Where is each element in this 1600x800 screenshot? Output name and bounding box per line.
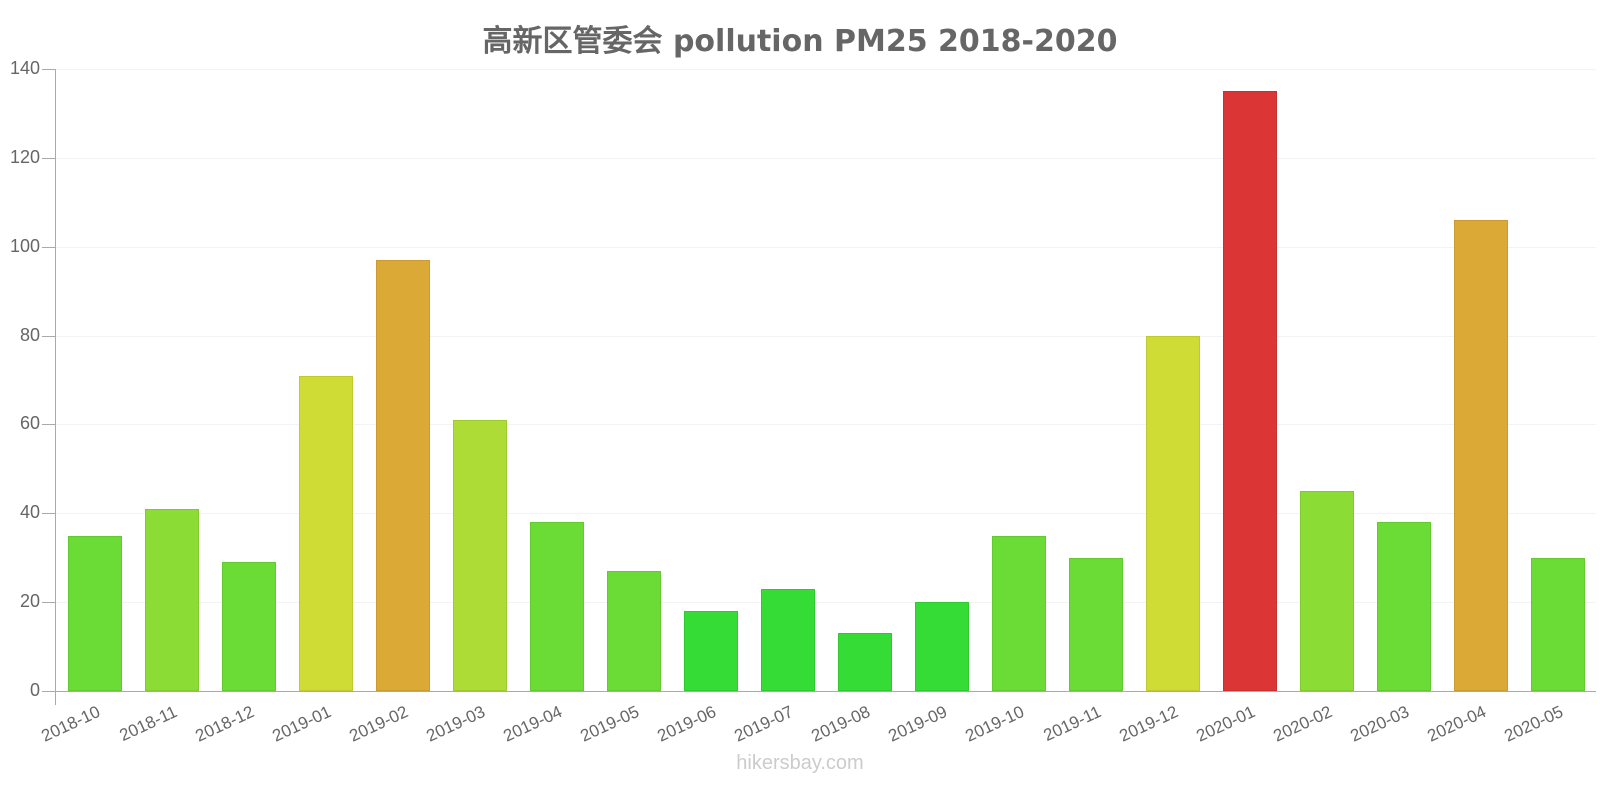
x-tick-label: 2018-11 [116,702,180,746]
x-tick-label: 2019-11 [1040,702,1104,746]
bar-2019-05[interactable] [606,571,661,691]
x-tick-label: 2019-09 [884,702,950,746]
gridline [56,69,1596,70]
y-tick-label: 0 [29,680,40,700]
bar-2019-01[interactable] [298,375,353,691]
y-tick-label: 80 [19,324,40,345]
bar-2018-10[interactable] [67,535,122,691]
x-tick-label: 2018-12 [191,702,257,746]
y-tick-label: 20 [19,591,40,612]
x-tick-label: 2019-06 [653,702,719,746]
y-tick-mark [42,513,55,515]
bar-2019-04[interactable] [529,522,584,691]
plot-area [56,69,1596,691]
bar-2019-06[interactable] [683,611,738,691]
bar-2019-12[interactable] [1145,335,1200,691]
y-tick-label: 120 [9,146,40,167]
x-axis-line [42,691,1596,692]
bar-2019-11[interactable] [1068,557,1123,691]
y-tick-mark [42,69,55,70]
y-tick-mark [42,246,55,248]
y-tick-mark [42,424,55,426]
x-tick-label: 2019-08 [807,702,873,746]
x-tick-label: 2019-01 [268,702,334,746]
gridline [56,602,1596,604]
gridline [56,424,1596,426]
gridline [56,157,1596,159]
x-tick-label: 2020-04 [1423,702,1489,746]
y-tick-label: 100 [9,235,40,256]
chart-title: 高新区管委会 pollution PM25 2018-2020 [482,24,1118,59]
x-tick-label: 2020-01 [1192,702,1258,746]
x-tick-label: 2018-10 [37,702,103,746]
y-tick-mark [42,157,55,159]
y-axis-line [55,69,56,705]
bar-2019-09[interactable] [914,602,969,691]
gridline [56,246,1596,248]
x-tick-label: 2020-03 [1346,702,1412,746]
bar-2018-11[interactable] [144,508,199,691]
x-tick-label: 2019-07 [730,702,796,746]
x-tick-label: 2019-10 [961,702,1027,746]
x-tick-label: 2019-04 [499,702,565,746]
x-tick-label: 2020-02 [1269,702,1335,746]
x-tick-label: 2019-03 [422,702,488,746]
x-tick-label: 2019-12 [1115,702,1181,746]
bar-2020-05[interactable] [1530,557,1585,691]
bar-2020-01[interactable] [1222,91,1277,691]
bar-2020-04[interactable] [1453,220,1508,691]
y-tick-label: 40 [19,502,40,523]
gridline [56,335,1596,337]
bar-2019-07[interactable] [760,588,815,691]
bar-2020-03[interactable] [1376,522,1431,691]
bar-2019-08[interactable] [837,633,892,691]
y-tick-mark [42,602,55,604]
x-tick-label: 2019-05 [576,702,642,746]
y-tick-label: 60 [19,413,40,434]
x-tick-label: 2019-02 [345,702,411,746]
bar-2018-12[interactable] [221,562,276,691]
y-tick-mark [42,335,55,337]
gridline [56,513,1596,515]
y-tick-label: 140 [9,58,40,78]
bar-2019-03[interactable] [452,419,507,691]
x-tick-label: 2020-05 [1500,702,1566,746]
watermark: hikersbay.com [736,752,864,774]
bar-2019-02[interactable] [375,260,430,691]
bar-2019-10[interactable] [991,535,1046,691]
bar-2020-02[interactable] [1299,491,1354,691]
